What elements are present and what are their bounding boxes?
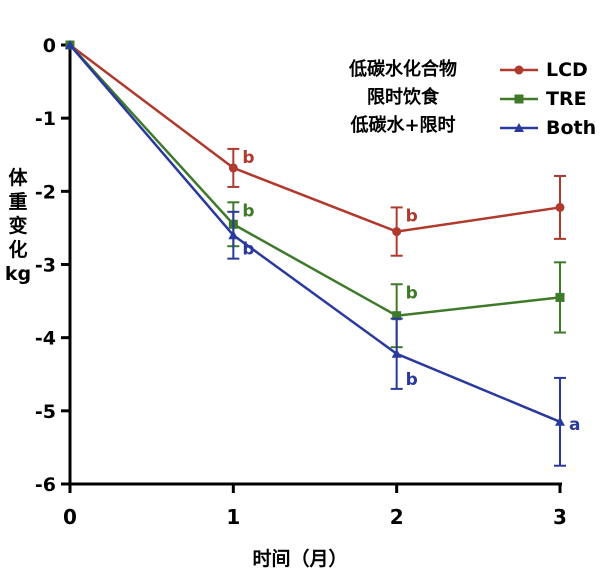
- data-point-lcd: [555, 202, 565, 212]
- data-point-lcd: [228, 163, 238, 173]
- legend-label-tre: TRE: [546, 88, 587, 110]
- significance-letter-lcd: b: [242, 148, 254, 168]
- legend-label-lcd: LCD: [546, 59, 588, 81]
- significance-letter-both: b: [242, 240, 254, 260]
- legend-label-both: Both: [546, 117, 597, 139]
- significance-letter-both: b: [406, 370, 418, 390]
- legend-swatch-tre: [500, 94, 538, 104]
- data-point-both: [555, 416, 565, 426]
- y-tick-label: -1: [35, 108, 56, 130]
- x-tick-label: 1: [226, 505, 240, 529]
- data-point-lcd: [392, 227, 402, 237]
- y-tick-label: -4: [35, 328, 56, 350]
- data-point-both: [228, 230, 239, 240]
- x-tick-label: 3: [553, 505, 567, 529]
- data-point-tre: [555, 292, 565, 302]
- y-axis-label-char: 重: [8, 191, 28, 213]
- y-axis-label-unit: kg: [4, 263, 32, 285]
- series-line-both: [69, 44, 561, 423]
- x-tick-label: 2: [390, 505, 404, 529]
- y-axis-label-char: 化: [8, 239, 28, 261]
- x-axis-label: 时间（月）: [252, 548, 348, 570]
- legend-swatch-both: [500, 123, 538, 132]
- y-tick-label: 0: [43, 35, 56, 57]
- significance-letter-both: a: [569, 415, 580, 435]
- y-tick-label: -6: [35, 474, 56, 496]
- legend-description-lcd: 低碳水化合物: [349, 59, 457, 80]
- data-point-both: [65, 40, 75, 49]
- y-axis-label: 体 重 变 化 kg: [0, 166, 36, 286]
- y-tick-label: -2: [35, 181, 56, 203]
- significance-letter-lcd: b: [406, 206, 418, 226]
- series-line-lcd: [69, 44, 561, 233]
- legend-description-tre: 限时饮食: [367, 87, 439, 108]
- data-point-both: [391, 348, 402, 358]
- data-point-tre: [392, 311, 402, 321]
- significance-letter-tre: b: [242, 201, 254, 221]
- legend-descriptions: 低碳水化合物 限时饮食 低碳水+限时: [318, 56, 488, 140]
- y-tick-label: -3: [35, 255, 56, 277]
- series-line-tre: [69, 44, 561, 318]
- y-axis-label-char: 体: [8, 167, 28, 189]
- legend-description-both: 低碳水+限时: [350, 115, 456, 136]
- y-tick-label: -5: [35, 401, 56, 423]
- significance-letter-tre: b: [406, 283, 418, 303]
- legend-swatch-lcd: [500, 65, 538, 75]
- x-tick-label: 0: [63, 505, 77, 529]
- y-axis-label-char: 变: [8, 215, 28, 237]
